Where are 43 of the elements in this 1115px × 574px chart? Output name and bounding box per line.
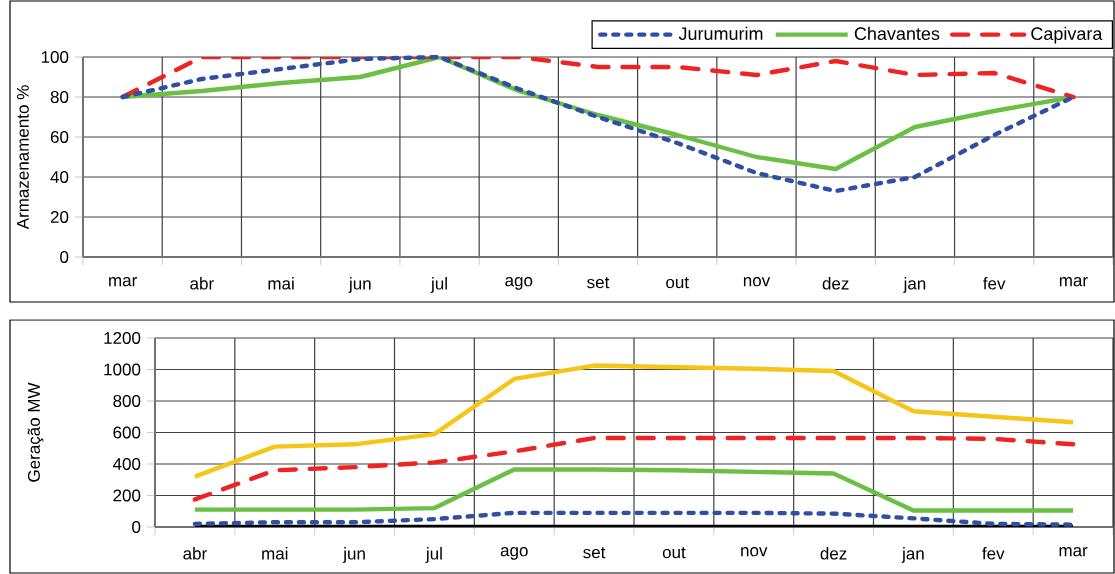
x-tick-label: jun <box>342 547 365 563</box>
x-tick-label: nov <box>741 547 768 557</box>
y-tick-label: 20 <box>50 210 69 224</box>
y-tick-label: 400 <box>112 458 141 471</box>
legend-label: Jurumurim <box>678 26 763 41</box>
x-tick-label: set <box>587 277 610 289</box>
y-tick-label: 1000 <box>104 363 141 376</box>
x-tick-label: dez <box>820 547 847 560</box>
legend-label: Chavantes <box>854 26 940 41</box>
x-tick-label: fev <box>982 547 1005 560</box>
x-tick-label: mar <box>1059 547 1088 557</box>
y-tick-label: 40 <box>50 170 69 184</box>
x-tick-label: jan <box>903 277 926 293</box>
y-tick-label: 600 <box>113 426 141 439</box>
y-tick-label: 0 <box>60 250 69 264</box>
y-axis-title: Armazenamento % <box>16 85 29 230</box>
x-tick-label: mar <box>1059 277 1088 287</box>
x-tick-label: ago <box>500 547 528 560</box>
y-tick-label: 200 <box>113 489 141 502</box>
x-tick-label: mai <box>262 547 288 560</box>
x-tick-label: jun <box>348 277 371 293</box>
x-tick-label: out <box>666 277 689 289</box>
x-tick-label: set <box>583 547 606 559</box>
y-tick-label: 1200 <box>104 331 141 345</box>
x-tick-label: dez <box>822 277 849 290</box>
x-tick-label: mar <box>109 277 137 287</box>
y-tick-label: 100 <box>41 50 69 64</box>
x-tick-label: jan <box>901 547 924 563</box>
x-tick-label: mai <box>268 277 294 290</box>
y-tick-label: 800 <box>113 394 141 408</box>
x-tick-label: abr <box>183 547 207 560</box>
x-tick-label: jul <box>430 277 447 293</box>
y-tick-label: 60 <box>50 130 69 144</box>
x-tick-label: abr <box>190 277 214 290</box>
y-axis-title: Geração MW <box>27 382 44 482</box>
x-tick-label: jul <box>425 547 442 563</box>
x-tick-label: fev <box>983 277 1006 290</box>
y-tick-label: 0 <box>132 521 141 534</box>
y-tick-label: 80 <box>50 90 69 104</box>
x-tick-label: nov <box>743 277 771 287</box>
x-tick-label: out <box>662 547 686 559</box>
legend-label: Capivara <box>1031 26 1103 44</box>
x-tick-label: ago <box>505 277 533 290</box>
